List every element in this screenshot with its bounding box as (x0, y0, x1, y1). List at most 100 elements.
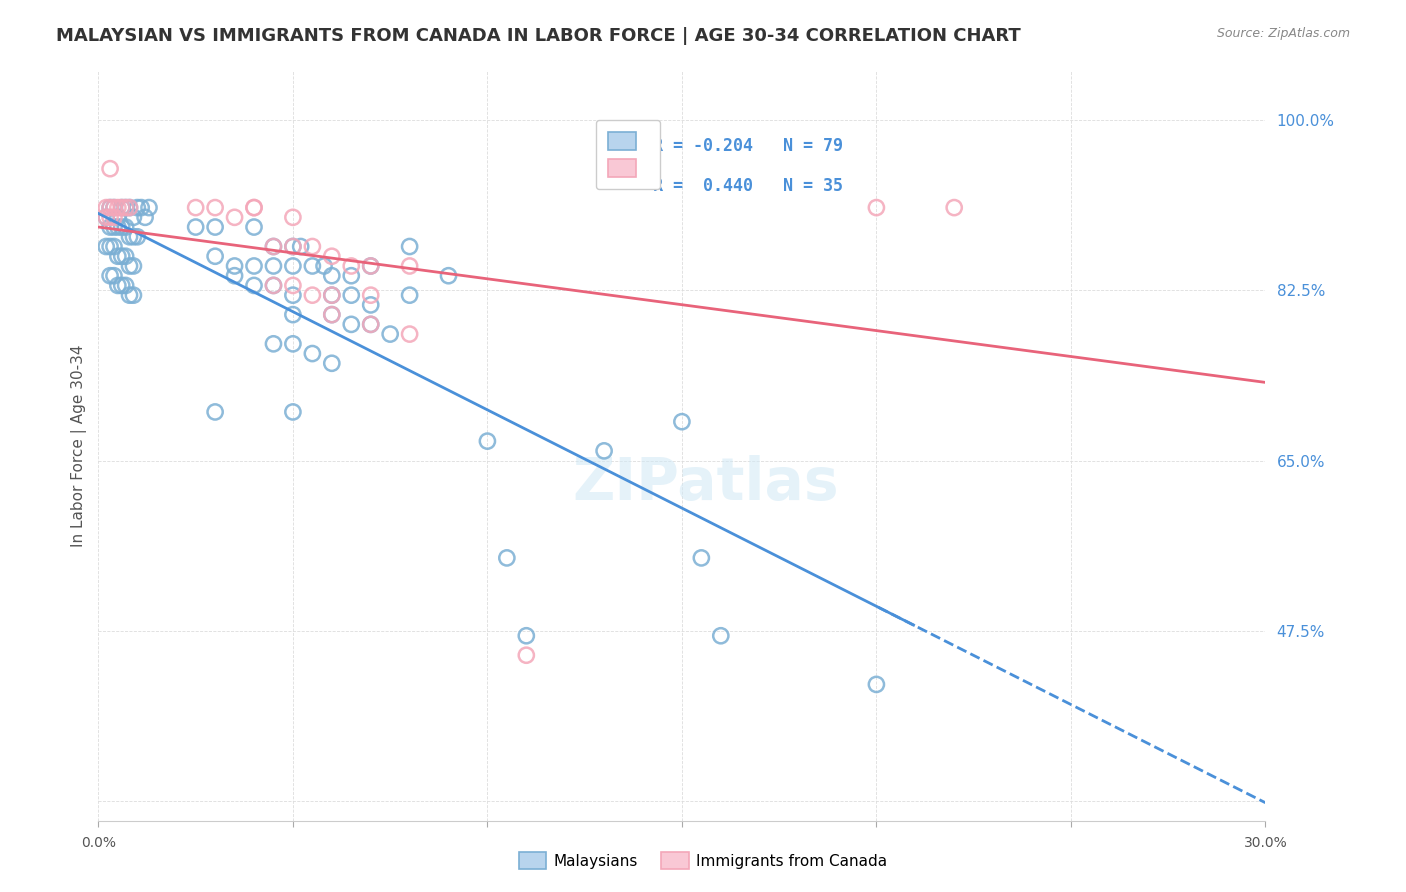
Point (204, 201, 226, 215)
Point (398, 327, 420, 342)
Point (360, 298, 382, 312)
Point (262, 239, 284, 253)
Point (224, 268, 246, 283)
Point (103, 220, 125, 235)
Point (98, 161, 121, 176)
Text: MALAYSIAN VS IMMIGRANTS FROM CANADA IN LABOR FORCE | AGE 30-34 CORRELATION CHART: MALAYSIAN VS IMMIGRANTS FROM CANADA IN L… (56, 27, 1021, 45)
Point (281, 239, 304, 253)
Point (114, 201, 136, 215)
Legend: Malaysians, Immigrants from Canada: Malaysians, Immigrants from Canada (513, 846, 893, 875)
Point (360, 259, 382, 273)
Point (243, 220, 266, 235)
Point (865, 201, 887, 215)
Point (243, 201, 266, 215)
Point (943, 201, 966, 215)
Point (281, 405, 304, 419)
Point (103, 268, 125, 283)
Point (360, 318, 382, 332)
Point (496, 550, 519, 565)
Point (477, 434, 499, 449)
Point (118, 229, 141, 244)
Point (281, 259, 304, 273)
Point (96, 211, 118, 225)
Point (114, 220, 136, 235)
Point (312, 259, 335, 273)
Point (184, 201, 207, 215)
Point (262, 278, 284, 293)
Point (114, 249, 136, 263)
Point (118, 201, 141, 215)
Point (103, 201, 125, 215)
Point (301, 259, 323, 273)
Point (96, 201, 118, 215)
Point (114, 278, 136, 293)
Point (321, 288, 343, 302)
Point (671, 415, 693, 429)
Point (118, 259, 141, 273)
Point (710, 629, 733, 643)
Point (321, 268, 343, 283)
Point (281, 211, 304, 225)
Point (96, 211, 118, 225)
Point (204, 220, 226, 235)
Point (515, 629, 537, 643)
Point (129, 201, 152, 215)
Point (380, 327, 402, 342)
Text: 30.0%: 30.0% (1243, 836, 1288, 849)
Point (340, 259, 363, 273)
Point (111, 278, 134, 293)
Point (865, 677, 887, 691)
Point (204, 249, 226, 263)
Point (127, 229, 149, 244)
Point (281, 239, 304, 253)
Point (107, 278, 129, 293)
Text: ZIPatlas: ZIPatlas (572, 455, 838, 512)
Point (98, 211, 121, 225)
Point (301, 288, 323, 302)
Point (321, 249, 343, 263)
Point (122, 259, 145, 273)
Point (98, 220, 121, 235)
Point (340, 288, 363, 302)
Point (204, 405, 226, 419)
Text: R =  0.440   N = 35: R = 0.440 N = 35 (652, 177, 842, 195)
Point (98, 239, 121, 253)
Point (262, 336, 284, 351)
Text: Source: ZipAtlas.com: Source: ZipAtlas.com (1216, 27, 1350, 40)
Point (690, 550, 713, 565)
Point (96, 239, 118, 253)
Point (301, 346, 323, 360)
Point (321, 356, 343, 370)
Point (301, 239, 323, 253)
Point (593, 443, 616, 458)
Point (98, 201, 121, 215)
Point (281, 336, 304, 351)
Point (360, 318, 382, 332)
Point (321, 288, 343, 302)
Point (340, 318, 363, 332)
Point (243, 259, 266, 273)
Point (118, 288, 141, 302)
Point (398, 239, 420, 253)
Point (321, 308, 343, 322)
Point (184, 220, 207, 235)
Point (321, 308, 343, 322)
Point (107, 220, 129, 235)
Point (107, 249, 129, 263)
Point (138, 201, 160, 215)
Point (360, 288, 382, 302)
Point (107, 211, 129, 225)
Text: 0.0%: 0.0% (82, 836, 115, 849)
Point (360, 259, 382, 273)
Point (107, 201, 129, 215)
Point (98, 201, 121, 215)
Point (111, 220, 134, 235)
Point (281, 278, 304, 293)
Point (103, 239, 125, 253)
Point (103, 211, 125, 225)
Legend: , : , (596, 120, 661, 189)
Point (398, 259, 420, 273)
Point (111, 201, 134, 215)
Point (398, 288, 420, 302)
Point (111, 201, 134, 215)
